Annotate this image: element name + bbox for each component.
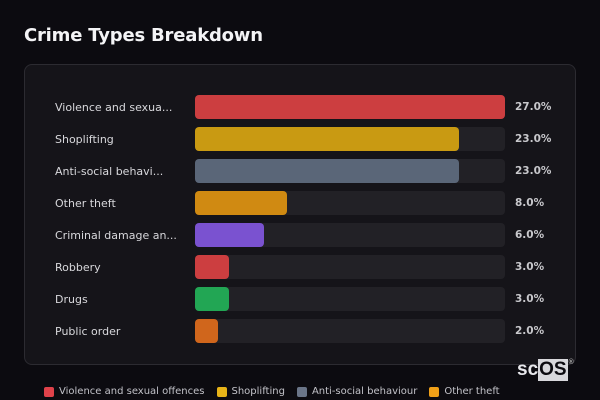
chart-legend: Violence and sexual offences Shoplifting A… bbox=[44, 386, 500, 397]
bar-value: 8.0% bbox=[515, 197, 545, 209]
bar-fill[interactable] bbox=[195, 255, 229, 279]
legend-swatch-icon bbox=[296, 386, 307, 397]
bar-value: 23.0% bbox=[515, 133, 552, 145]
bar-fill[interactable] bbox=[195, 159, 459, 183]
registered-mark-icon: ® bbox=[568, 359, 574, 366]
bar-row: Robbery 3.0% bbox=[25, 255, 575, 279]
legend-swatch-icon bbox=[44, 386, 54, 397]
bar-row: Anti-social behavi... 23.0% bbox=[25, 159, 575, 183]
bar-label: Drugs bbox=[55, 292, 88, 306]
scos-watermark-logo: sc OS ® bbox=[517, 359, 574, 381]
bar-track bbox=[195, 191, 505, 215]
bar-value: 6.0% bbox=[515, 229, 545, 241]
page-title: Crime Types Breakdown bbox=[24, 25, 263, 46]
bar-fill[interactable] bbox=[195, 319, 218, 343]
legend-label: Shoplifting bbox=[231, 386, 285, 397]
bar-label: Other theft bbox=[55, 196, 116, 210]
bar-value: 23.0% bbox=[515, 165, 552, 177]
bar-row: Criminal damage an... 6.0% bbox=[25, 223, 575, 247]
legend-item[interactable]: Other theft bbox=[429, 386, 500, 397]
bar-row: Public order 2.0% bbox=[25, 319, 575, 343]
bar-row: Drugs 3.0% bbox=[25, 287, 575, 311]
bar-fill[interactable] bbox=[195, 127, 459, 151]
bar-value: 3.0% bbox=[515, 293, 545, 305]
watermark-boxed: OS bbox=[538, 359, 568, 381]
bar-fill[interactable] bbox=[195, 223, 264, 247]
bar-track bbox=[195, 223, 505, 247]
legend-item[interactable]: Anti-social behaviour bbox=[296, 386, 418, 397]
bar-track bbox=[195, 159, 505, 183]
bar-fill[interactable] bbox=[195, 191, 287, 215]
bar-label: Criminal damage an... bbox=[55, 228, 177, 242]
legend-item[interactable]: Violence and sexual offences bbox=[44, 386, 205, 397]
legend-swatch-icon bbox=[216, 386, 227, 397]
bar-row: Shoplifting 23.0% bbox=[25, 127, 575, 151]
bar-label: Robbery bbox=[55, 260, 101, 274]
bar-row: Other theft 8.0% bbox=[25, 191, 575, 215]
bar-value: 3.0% bbox=[515, 261, 545, 273]
bar-track bbox=[195, 255, 505, 279]
bar-value: 27.0% bbox=[515, 101, 552, 113]
bar-value: 2.0% bbox=[515, 325, 545, 337]
legend-label: Anti-social behaviour bbox=[311, 386, 418, 397]
bar-track bbox=[195, 319, 505, 343]
bar-track bbox=[195, 287, 505, 311]
bar-fill[interactable] bbox=[195, 287, 229, 311]
bar-label: Violence and sexua... bbox=[55, 100, 173, 114]
legend-swatch-icon bbox=[429, 386, 440, 397]
watermark-prefix: sc bbox=[517, 359, 539, 380]
legend-label: Other theft bbox=[444, 386, 500, 397]
bar-fill[interactable] bbox=[195, 95, 505, 119]
bar-track bbox=[195, 95, 505, 119]
bar-track bbox=[195, 127, 505, 151]
bar-label: Shoplifting bbox=[55, 132, 114, 146]
legend-label: Violence and sexual offences bbox=[59, 386, 205, 397]
legend-item[interactable]: Shoplifting bbox=[216, 386, 285, 397]
bar-row: Violence and sexua... 27.0% bbox=[25, 95, 575, 119]
bar-label: Anti-social behavi... bbox=[55, 164, 164, 178]
bar-label: Public order bbox=[55, 324, 121, 338]
chart-card: Violence and sexua... 27.0% Shoplifting 23.… bbox=[24, 64, 576, 365]
